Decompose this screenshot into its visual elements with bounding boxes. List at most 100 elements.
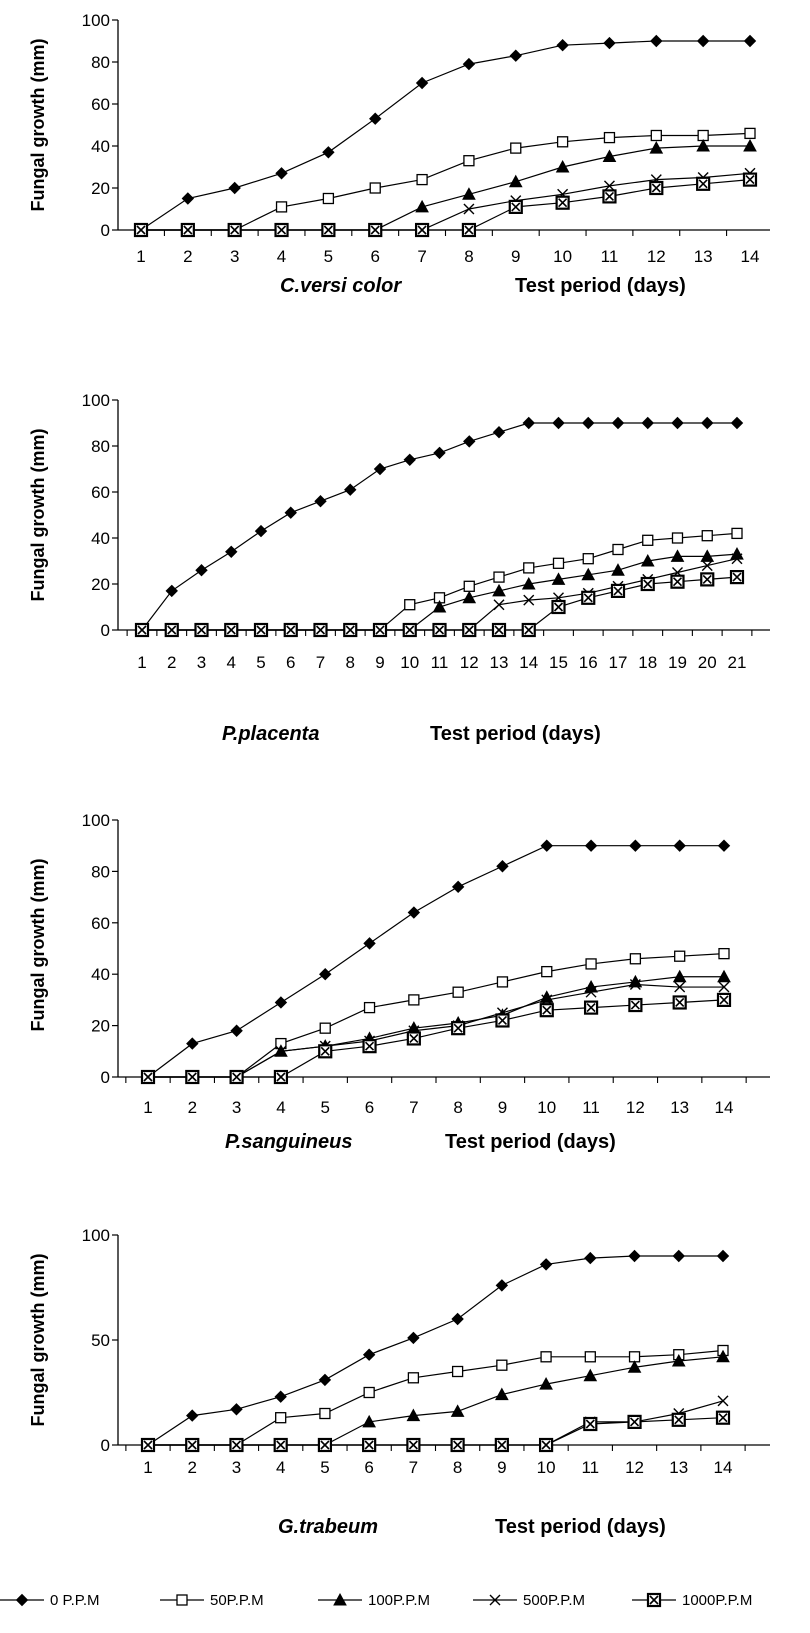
x-tick-label: 8 [453,1458,462,1477]
data-point [603,180,615,192]
data-point [186,1409,199,1422]
data-point [716,992,732,1008]
x-tick-label: 19 [668,653,687,672]
data-point [509,49,522,62]
data-point [584,839,598,852]
data-point [228,181,241,195]
data-point [671,1412,686,1427]
data-point [229,1069,244,1085]
data-point [181,192,195,205]
data-point [363,1001,376,1014]
data-point [321,222,336,238]
legend-label: 100P.P.M [368,1592,430,1609]
legend-marker [489,1594,501,1606]
data-point [133,222,149,238]
data-point [404,599,416,611]
series-line [148,1349,724,1446]
data-point [523,594,535,606]
series-50p-p-m [142,1344,729,1451]
data-point [672,995,687,1010]
x-axis-label: Test period (days) [445,1131,616,1153]
y-tick-label: 80 [91,862,110,881]
y-tick-label: 100 [82,11,110,30]
legend-label: 500P.P.M [523,1592,585,1609]
data-point [583,1416,598,1432]
data-point [522,416,535,430]
x-tick-label: 1 [143,1098,152,1117]
data-point [363,1386,375,1399]
x-tick-label: 17 [609,653,628,672]
x-tick-label: 4 [276,1098,285,1117]
series-100p-p-m [135,547,744,636]
data-point [627,1414,642,1430]
data-point [551,599,566,615]
data-point [555,159,570,173]
x-tick-label: 8 [464,247,473,266]
x-tick-label: 5 [320,1458,329,1477]
data-point [696,34,710,48]
data-point [540,839,553,852]
data-point [284,506,297,519]
data-point [451,880,465,894]
data-point [603,131,616,144]
data-point [164,622,179,638]
legend-marker [646,1592,662,1608]
y-tick-label: 40 [91,137,110,156]
data-point [718,981,730,993]
data-point [402,622,417,638]
x-tick-label: 6 [365,1098,374,1117]
series-100p-p-m [141,969,731,1083]
y-axis-label: Fungal growth (mm) [28,39,48,212]
x-tick-label: 7 [316,653,325,672]
x-tick-label: 9 [497,1458,506,1477]
x-tick-label: 12 [625,1458,644,1477]
data-point [743,34,757,48]
series-1000p-p-m [134,569,745,638]
x-tick-label: 6 [370,247,379,266]
data-point [717,1395,729,1407]
data-point [496,860,509,873]
series-100p-p-m [141,1349,730,1451]
data-point [584,1251,597,1265]
data-point [406,1031,421,1046]
data-point [432,622,447,638]
data-point [539,1003,554,1018]
data-point [696,176,711,191]
y-tick-label: 100 [82,391,110,410]
data-point [403,453,416,467]
data-point [275,1045,287,1057]
x-tick-label: 9 [498,1098,507,1117]
data-point [369,112,382,125]
data-point [275,167,288,180]
y-tick-label: 0 [101,1436,110,1455]
data-point [495,1013,510,1028]
data-point [701,416,714,430]
x-tick-label: 14 [715,1098,734,1117]
data-point [451,1365,464,1378]
data-point [253,622,269,638]
data-point [230,1403,243,1416]
species-label: G.trabeum [278,1516,378,1538]
data-point [492,583,506,597]
x-tick-label: 13 [694,247,713,266]
data-point [629,953,642,965]
data-point [227,222,242,238]
data-point [582,553,594,565]
data-point [730,416,744,430]
x-tick-label: 2 [187,1458,196,1477]
x-axis-label: Test period (days) [430,723,601,745]
x-tick-label: 3 [232,1458,241,1477]
data-point [717,969,731,983]
data-point [539,1377,553,1390]
y-tick-label: 0 [101,1068,110,1087]
legend-label: 0 P.P.M [50,1592,99,1609]
data-point [165,584,178,598]
data-point [433,446,446,460]
data-point [491,622,507,638]
data-point [495,1279,509,1292]
data-point [195,563,208,577]
data-point [508,199,523,214]
data-point [496,976,509,988]
y-tick-label: 0 [101,221,110,240]
